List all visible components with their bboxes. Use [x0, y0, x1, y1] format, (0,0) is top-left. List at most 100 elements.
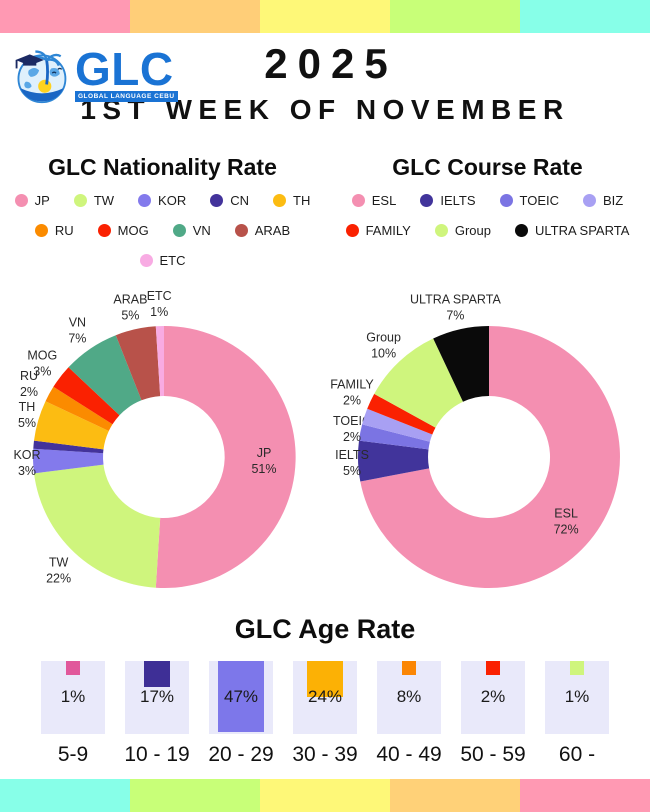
age-label-50---59: 50 - 59: [460, 743, 526, 766]
course-chart-section: GLC Course Rate ESL IELTS TOEIC BIZ FAMILY Gr…: [325, 150, 650, 598]
slice-ru: [45, 386, 113, 431]
age-percent-60--: 1%: [564, 687, 590, 706]
legend-dot-ielts: [420, 194, 434, 207]
age-label-30---39: 30 - 39: [292, 743, 358, 766]
color-strip-segment-1: [0, 0, 130, 33]
legend-dot-etc: [139, 254, 153, 267]
nationality-chart-title: GLC Nationality Rate: [48, 154, 277, 180]
legend-item-arab: ARAB: [234, 223, 291, 238]
slice-label-family: FAMILY 2%: [330, 377, 374, 407]
age-box-20---29: 47%: [209, 661, 273, 734]
logo-text: GLC: [75, 42, 174, 95]
slice-label-ru: RU 2%: [20, 369, 38, 399]
legend-dot-tw: [73, 194, 87, 207]
age-bar-60--: [570, 661, 584, 675]
legend-dot-ultra-sparta: [515, 224, 528, 237]
age-percent-30---39: 24%: [307, 687, 343, 706]
legend-item-jp: JP: [14, 193, 50, 208]
bottom-color-strip: [0, 779, 650, 812]
legend-item-ru: RU: [34, 223, 74, 238]
slice-ultra-sparta: [433, 326, 489, 402]
slice-label-arab: ARAB 5%: [113, 293, 147, 323]
logo-subtext: GLOBAL LANGUAGE CEBU: [75, 91, 178, 103]
legend-item-etc: ETC: [139, 253, 186, 268]
age-bar-50---59: [486, 661, 500, 675]
age-box-60--: 1%: [545, 661, 609, 734]
slice-label-kor: KOR 3%: [13, 448, 40, 478]
slice-label-esl: ESL 72%: [554, 507, 579, 537]
color-strip-segment-1: [0, 779, 130, 812]
age-group-40---49: 8% 40 - 49: [376, 661, 442, 767]
age-bar-30---39: [307, 661, 343, 697]
slice-group: [374, 338, 463, 428]
glc-globe-logo-icon: [15, 50, 67, 104]
color-strip-segment-3: [260, 779, 390, 812]
color-strip-segment-4: [390, 0, 520, 33]
legend-item-kor: KOR: [138, 193, 186, 208]
color-strip-segment-4: [390, 779, 520, 812]
legend-label-family: FAMILY: [365, 223, 411, 238]
slice-label-jp: JP 51%: [251, 446, 276, 476]
color-strip-segment-3: [260, 0, 390, 33]
slice-kor: [33, 448, 104, 474]
legend-dot-jp: [14, 194, 28, 207]
legend-label-jp: JP: [34, 193, 50, 208]
color-strip-segment-2: [130, 0, 260, 33]
color-strip-segment-2: [130, 779, 260, 812]
slice-toeic: [359, 424, 430, 450]
glc-logo: GLC GLOBAL LANGUAGE CEBU: [10, 44, 178, 106]
legend-item-biz: BIZ: [583, 193, 623, 208]
slice-esl: [360, 326, 620, 588]
legend-label-arab: ARAB: [254, 223, 291, 238]
legend-label-ielts: IELTS: [440, 193, 476, 208]
top-color-strip: [0, 0, 650, 33]
color-strip-segment-5: [520, 779, 650, 812]
legend-dot-th: [273, 194, 286, 207]
age-percent-20---29: 47%: [223, 687, 259, 706]
course-donut-chart: ESL 72% IELTS 5% TOEIC 2% FAMILY 2% Group 10% ULTR…: [330, 293, 620, 588]
course-chart-title: GLC Course Rate: [392, 154, 583, 180]
legend-dot-vn: [172, 224, 186, 237]
age-percent-40---49: 8%: [396, 687, 422, 706]
age-box-30---39: 24%: [293, 661, 357, 734]
age-group-60--: 1% 60 -: [545, 661, 609, 767]
legend-item-cn: CN: [210, 193, 249, 208]
age-box-5-9: 1%: [41, 661, 105, 734]
legend-label-th: TH: [293, 193, 311, 208]
age-label-5-9: 5-9: [57, 743, 89, 766]
legend-label-ultra-sparta: ULTRA SPARTA: [535, 223, 630, 238]
legend-item-family: FAMILY: [345, 223, 411, 238]
legend-item-group: Group: [434, 223, 491, 238]
age-bar-20---29: [218, 661, 264, 732]
legend-row: JP TW KOR CN TH: [14, 193, 310, 208]
legend-row: FAMILY Group ULTRA SPARTA: [345, 223, 630, 238]
slice-etc: [155, 326, 164, 397]
legend-label-cn: CN: [230, 193, 249, 208]
age-box-10---19: 17%: [125, 661, 189, 734]
legend-label-esl: ESL: [371, 193, 397, 208]
slice-th: [34, 401, 109, 450]
age-box-50---59: 2%: [461, 661, 525, 734]
donut-charts-row: GLC Nationality Rate JP TW KOR CN TH RU MOG VN A…: [0, 150, 650, 598]
slice-arab: [115, 326, 161, 401]
slice-label-th: TH 5%: [18, 400, 36, 430]
legend-row: ESL IELTS TOEIC BIZ: [351, 193, 623, 208]
age-percent-5-9: 1%: [60, 687, 86, 706]
legend-dot-group: [434, 224, 448, 237]
legend-item-tw: TW: [73, 193, 114, 208]
legend-dot-mog: [97, 224, 111, 237]
legend-dot-cn: [210, 194, 224, 207]
legend-dot-family: [345, 224, 359, 237]
age-bar-5-9: [66, 661, 80, 675]
age-group-50---59: 2% 50 - 59: [460, 661, 526, 767]
legend-label-biz: BIZ: [603, 193, 624, 208]
slice-vn: [68, 335, 142, 416]
slice-jp: [155, 325, 296, 588]
course-legend: ESL IELTS TOEIC BIZ FAMILY Group ULTRA SPARTA: [345, 193, 630, 283]
legend-dot-biz: [583, 194, 596, 207]
legend-row: RU MOG VN ARAB: [34, 223, 291, 238]
nationality-donut-chart: JP 51% TW 22% KOR 3% TH 5%RU 2%MOG 3% VN 7% ARAB 5%ET…: [13, 289, 296, 588]
legend-item-th: TH: [273, 193, 310, 208]
legend-label-toeic: TOEIC: [519, 193, 560, 208]
legend-dot-arab: [234, 224, 248, 237]
